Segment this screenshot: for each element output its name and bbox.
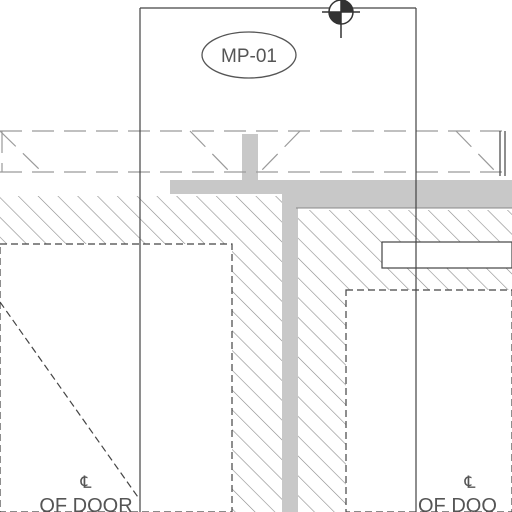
- tag-label: MP-01: [221, 46, 277, 67]
- tag-ellipse: [201, 31, 297, 79]
- door-opening-right: [345, 289, 512, 512]
- door-centerline-label-left: OF DOOR: [39, 495, 132, 512]
- section-target-icon: [322, 0, 360, 38]
- door-opening-left: [0, 243, 233, 512]
- frame-fill: [170, 134, 512, 512]
- centerline-symbol-left: ℄: [80, 473, 92, 492]
- frame-slot-right: [381, 241, 512, 269]
- door-centerline-label-right: OF DOO: [418, 495, 497, 512]
- overhead-outline-dashed: [0, 130, 512, 173]
- detail-boundary: [139, 7, 417, 512]
- centerline-symbol-right: ℄: [464, 473, 476, 492]
- door-swing-line: [0, 301, 141, 501]
